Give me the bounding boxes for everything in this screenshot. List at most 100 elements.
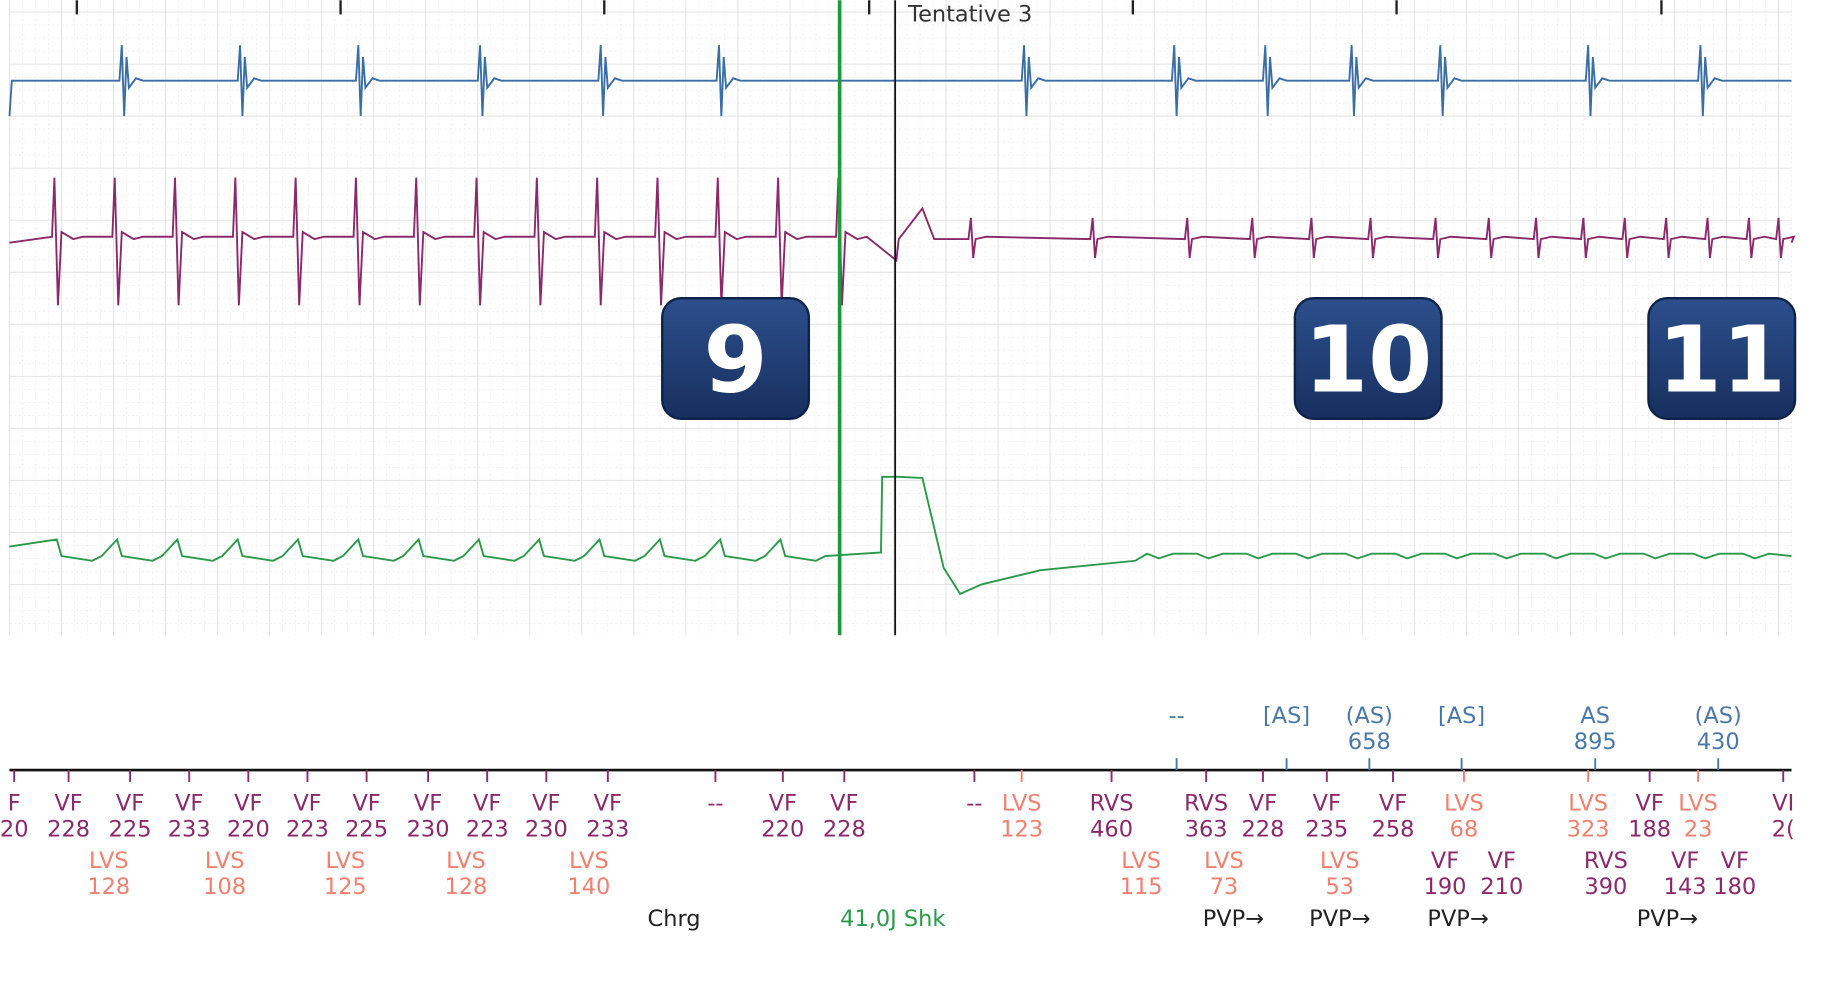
marker-value: 235: [1305, 816, 1348, 842]
event-label: PVP→: [1427, 906, 1488, 932]
marker-label: VF: [830, 790, 858, 816]
marker-label: RVS: [1090, 790, 1134, 816]
event-label: Chrg: [648, 906, 701, 932]
marker-label: LVS: [205, 848, 245, 874]
marker-value: 188: [1628, 816, 1671, 842]
marker-value: 258: [1372, 816, 1415, 842]
marker-value: 210: [1480, 874, 1523, 900]
marker-label: VI: [1772, 790, 1794, 816]
marker-label: LVS: [89, 848, 129, 874]
marker-value: 140: [567, 874, 610, 900]
event-label: PVP→: [1309, 906, 1370, 932]
step-badge-number: 9: [703, 306, 767, 414]
marker-label: VF: [1379, 790, 1407, 816]
marker-label: LVS: [1002, 790, 1042, 816]
marker-label: VF: [352, 790, 380, 816]
marker-label: LVS: [1204, 848, 1244, 874]
marker-value: 190: [1424, 874, 1467, 900]
marker-label: RVS: [1584, 848, 1628, 874]
marker-label: --: [707, 790, 723, 816]
step-badge-number: 10: [1304, 306, 1432, 414]
marker-label: VF: [1635, 790, 1663, 816]
marker-label: LVS: [1568, 790, 1608, 816]
marker-value: 53: [1326, 874, 1355, 900]
marker-value: 233: [586, 816, 629, 842]
step-badge-number: 11: [1658, 306, 1786, 414]
marker-label: VF: [1671, 848, 1699, 874]
step-badge: [661, 297, 811, 421]
marker-label: VF: [175, 790, 203, 816]
marker-value: 108: [203, 874, 246, 900]
marker-label: VF: [532, 790, 560, 816]
marker-value: 225: [345, 816, 388, 842]
marker-value: 180: [1713, 874, 1756, 900]
marker-value: 233: [168, 816, 211, 842]
marker-value: 430: [1697, 729, 1740, 755]
marker-value: 68: [1450, 816, 1479, 842]
rv-egm: [9, 177, 1796, 306]
marker-label: [AS]: [1438, 703, 1485, 729]
lv-egm: [9, 475, 1792, 596]
marker-label: VF: [1488, 848, 1516, 874]
marker-value: 390: [1584, 874, 1627, 900]
step-badge: [1647, 297, 1797, 421]
marker-label: VF: [54, 790, 82, 816]
marker-label: VF: [116, 790, 144, 816]
marker-value: 143: [1664, 874, 1707, 900]
marker-label: VF: [293, 790, 321, 816]
event-label: PVP→: [1637, 906, 1698, 932]
marker-value: 123: [1000, 816, 1043, 842]
marker-value: 220: [761, 816, 804, 842]
marker-value: 225: [109, 816, 152, 842]
marker-label: VF: [473, 790, 501, 816]
marker-value: 73: [1210, 874, 1239, 900]
marker-label: F: [8, 790, 21, 816]
marker-value: 223: [286, 816, 329, 842]
marker-label: VF: [1313, 790, 1341, 816]
marker-value: 2(: [1772, 816, 1795, 842]
marker-label: LVS: [446, 848, 486, 874]
marker-label: LVS: [1121, 848, 1161, 874]
event-label: 41,0J Shk: [840, 906, 945, 932]
marker-value: 128: [87, 874, 130, 900]
marker-value: 223: [466, 816, 509, 842]
marker-label: LVS: [1320, 848, 1360, 874]
marker-label: RVS: [1184, 790, 1228, 816]
marker-value: 23: [1684, 816, 1713, 842]
waveforms: [8, 45, 1796, 596]
marker-value: 230: [525, 816, 568, 842]
marker-label: VF: [234, 790, 262, 816]
marker-label: VF: [594, 790, 622, 816]
marker-label: --: [1169, 703, 1185, 729]
marker-label: LVS: [569, 848, 609, 874]
marker-value: 228: [823, 816, 866, 842]
marker-value: 228: [47, 816, 90, 842]
overlay: 9 10 11-- [AS] (AS)658[AS] AS895(AS)430F20VF2…: [0, 0, 1797, 932]
marker-label: LVS: [1444, 790, 1484, 816]
step-badge: [1293, 297, 1443, 421]
marker-label: LVS: [1678, 790, 1718, 816]
marker-label: VF: [1431, 848, 1459, 874]
atrial-egm: [8, 45, 1792, 117]
marker-value: 460: [1090, 816, 1133, 842]
marker-label: VF: [1721, 848, 1749, 874]
marker-value: 230: [407, 816, 450, 842]
marker-label: --: [966, 790, 982, 816]
marker-label: VF: [414, 790, 442, 816]
marker-value: 128: [444, 874, 487, 900]
marker-value: 363: [1185, 816, 1228, 842]
marker-label: (AS): [1346, 703, 1393, 729]
marker-label: VF: [769, 790, 797, 816]
marker-value: 228: [1242, 816, 1285, 842]
episode-label: Tentative 3: [907, 2, 1032, 28]
marker-value: 658: [1348, 729, 1391, 755]
marker-value: 220: [227, 816, 270, 842]
marker-label: LVS: [325, 848, 365, 874]
marker-value: 323: [1567, 816, 1610, 842]
event-label: PVP→: [1203, 906, 1264, 932]
marker-value: 125: [324, 874, 367, 900]
marker-label: VF: [1249, 790, 1277, 816]
marker-value: 115: [1120, 874, 1163, 900]
